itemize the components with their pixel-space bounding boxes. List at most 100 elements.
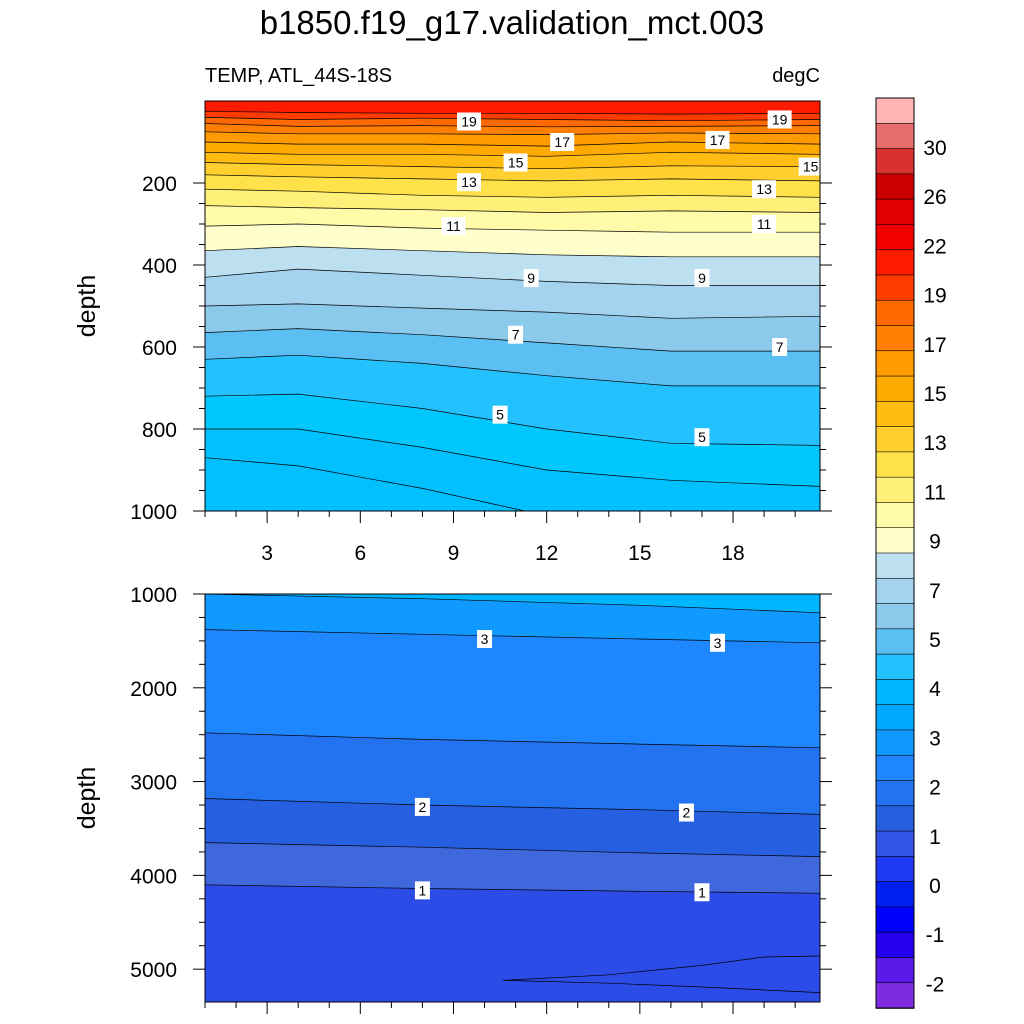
colorbar-swatch	[875, 931, 915, 959]
colorbar-swatch	[875, 603, 915, 630]
contour-label: 9	[694, 269, 710, 288]
contour-line	[205, 457, 525, 511]
colorbar-swatch	[875, 704, 915, 731]
contour-line	[205, 110, 820, 115]
colorbar-swatch	[875, 274, 915, 302]
colorbar-label: 0	[929, 875, 941, 898]
svg-text:19: 19	[772, 111, 788, 127]
svg-text:11: 11	[446, 218, 461, 234]
contour-label: 5	[492, 405, 508, 424]
contour-label: 17	[705, 130, 730, 149]
svg-text:9: 9	[527, 270, 535, 286]
fill-region	[205, 457, 525, 511]
svg-text:1: 1	[419, 882, 427, 898]
colorbar-label: -1	[926, 924, 945, 947]
colorbar-label: 22	[923, 235, 946, 258]
svg-text:3: 3	[714, 635, 722, 651]
svg-text:5: 5	[496, 407, 504, 423]
panel-label: TEMP, ATL_44S-18S	[205, 65, 392, 87]
fill-region	[205, 884, 820, 1002]
contour-label: 5	[694, 428, 710, 447]
svg-text:7: 7	[512, 327, 520, 343]
colorbar-label: 7	[929, 580, 941, 603]
colorbar-swatch	[875, 502, 915, 529]
contour-line	[205, 884, 820, 894]
svg-text:15: 15	[803, 159, 819, 175]
colorbar-swatch	[875, 830, 915, 858]
svg-text:5: 5	[698, 429, 706, 445]
colorbar-swatch	[875, 401, 915, 428]
contour-fill-area: 3 2 1 3 2 1	[205, 594, 820, 1002]
colorbar-frame	[875, 97, 915, 1009]
contour-line	[205, 131, 820, 135]
contour-label: 13	[752, 180, 777, 199]
x-tick-label: 9	[448, 542, 460, 565]
upper-panel: 19 17 15 13 11 9 7 5 19 17 15 13 11 9 7 5 200 400 600 800 10…	[73, 100, 832, 565]
contour-label: 11	[752, 215, 777, 233]
y-axis-label: depth	[73, 275, 101, 338]
colorbar-swatch	[875, 350, 915, 377]
colorbar-label: -2	[926, 973, 945, 996]
colorbar-swatch	[875, 577, 915, 605]
y-axis-label: depth	[73, 767, 101, 830]
svg-text:17: 17	[554, 134, 570, 150]
contour-line	[503, 980, 820, 993]
contour-label: 9	[523, 269, 539, 288]
contour-line	[205, 246, 820, 258]
contour-label: 1	[414, 881, 430, 900]
contour-line	[205, 354, 820, 387]
y-tick-label: 5000	[130, 959, 177, 982]
colorbar-swatch	[875, 653, 915, 681]
contour-label: 15	[503, 153, 528, 172]
svg-text:7: 7	[776, 339, 784, 355]
svg-text:11: 11	[757, 216, 772, 232]
svg-text:17: 17	[710, 132, 726, 148]
contour-line	[503, 955, 820, 981]
svg-text:19: 19	[461, 114, 477, 130]
colorbar-swatch	[875, 148, 915, 175]
contour-label: 19	[457, 112, 482, 131]
contour-label: 2	[678, 803, 694, 822]
contour-line	[205, 188, 820, 198]
colorbar-label: 1	[929, 826, 941, 849]
contour-line	[205, 223, 820, 233]
svg-text:9: 9	[698, 270, 706, 286]
colorbar-swatch	[875, 451, 915, 478]
colorbar-swatch	[875, 224, 915, 251]
contour-line	[205, 842, 820, 857]
colorbar-swatch	[875, 325, 915, 352]
colorbar-swatch	[875, 982, 915, 1009]
colorbar-swatch	[875, 249, 915, 276]
contour-label: 17	[550, 133, 575, 151]
y-tick-label: 2000	[130, 678, 177, 701]
colorbar-swatch	[875, 198, 915, 226]
svg-text:2: 2	[683, 805, 691, 821]
colorbar-label: 11	[924, 481, 946, 504]
colorbar-label: 17	[923, 334, 946, 357]
colorbar: 30 26 22 19 17 15 13 11 9 7 5 4 3 2 1 0 -1 -2	[875, 97, 947, 1009]
contour-label: 2	[414, 797, 430, 816]
colorbar-swatch	[875, 375, 915, 403]
contour-label: 3	[710, 633, 725, 652]
contour-line	[205, 732, 820, 749]
contour-line	[205, 117, 820, 122]
contour-fill-area: 19 17 15 13 11 9 7 5 19 17 15 13 11 9 7 5	[205, 101, 820, 511]
y-tick-label: 200	[142, 173, 177, 196]
colorbar-swatch	[875, 628, 915, 655]
x-tick-label: 18	[721, 542, 744, 565]
lower-panel: 3 2 1 3 2 1 1000 2000 3000 4000 5000 depth	[73, 584, 832, 1014]
contour-label: 15	[798, 157, 820, 176]
colorbar-swatch	[875, 527, 915, 554]
colorbar-swatch	[875, 729, 915, 757]
y-tick-label: 800	[142, 419, 177, 442]
contour-line	[205, 141, 820, 147]
chart-title: b1850.f19_g17.validation_mct.003	[260, 4, 765, 41]
colorbar-swatch	[875, 299, 915, 327]
contour-label: 13	[457, 173, 482, 192]
svg-text:13: 13	[461, 174, 477, 190]
colorbar-swatch	[875, 122, 915, 150]
colorbar-label: 3	[929, 727, 941, 750]
contour-label: 11	[441, 217, 466, 236]
contour-line	[205, 798, 820, 815]
